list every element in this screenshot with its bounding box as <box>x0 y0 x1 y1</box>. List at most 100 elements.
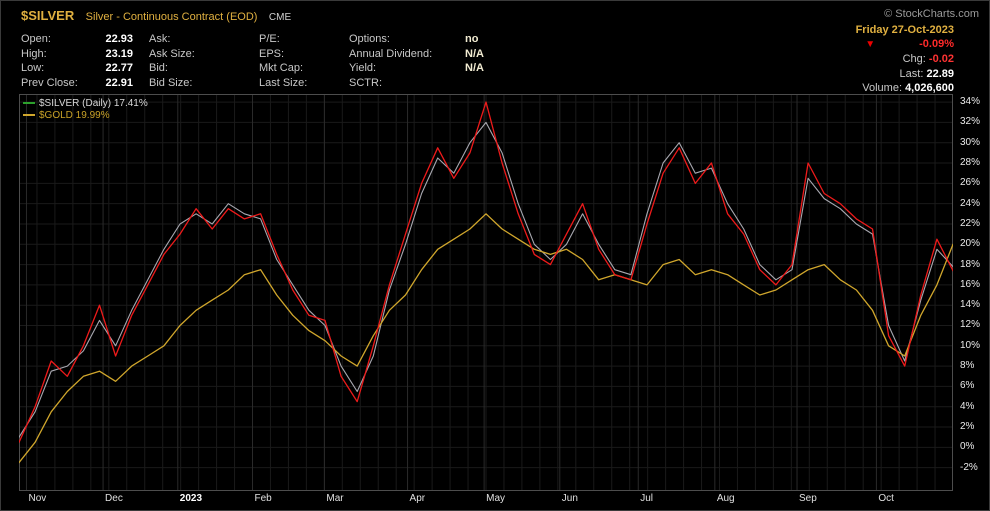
legend-label: $GOLD 19.99% <box>39 109 110 121</box>
high-value: 23.19 <box>105 47 133 60</box>
quote-row-sctr: SCTR: <box>349 76 484 91</box>
quote-row-low: Low: 22.77 <box>21 61 133 76</box>
bid-size-label: Bid Size: <box>149 76 193 89</box>
down-triangle-icon: ▼ <box>865 39 876 51</box>
y-axis-label: -2% <box>960 461 978 473</box>
gold-line-swatch-icon <box>23 114 35 116</box>
pe-label: P/E: <box>259 33 280 45</box>
chart-canvas <box>18 94 954 491</box>
last-size-label: Last Size: <box>259 76 308 89</box>
quote-row-high: High: 23.19 <box>21 47 133 62</box>
x-axis-label: 2023 <box>179 493 203 504</box>
y-axis-label: 32% <box>960 116 981 128</box>
chart-legend: $SILVER (Daily) 17.41% $GOLD 19.99% <box>23 97 148 121</box>
y-axis: 34% 32% 30% 28% 26% 24% 22% 20% 18% 16% 14% 12% 10% 8… <box>958 94 989 491</box>
y-axis-label: 34% <box>960 96 981 108</box>
ask-label: Ask: <box>149 33 171 45</box>
quote-col-misc: Options: no Annual Dividend: N/A Yield: N/A… <box>349 32 484 90</box>
legend-item-gold: $GOLD 19.99% <box>23 109 148 121</box>
chg-row: Chg: -0.02 <box>856 52 954 66</box>
quote-col-prices: Open: 22.93 High: 23.19 Low: 22.77 Prev Clo… <box>21 32 133 90</box>
volume-row: Volume: 4,026,600 <box>856 81 954 95</box>
quote-row-mkt-cap: Mkt Cap: <box>259 61 323 76</box>
quote-row-open: Open: 22.93 <box>21 32 133 47</box>
y-axis-label: 26% <box>960 177 981 189</box>
chart-plot-area[interactable]: $SILVER (Daily) 17.41% $GOLD 19.99% <box>18 94 954 491</box>
options-label: Options: <box>349 33 390 45</box>
quote-summary: Friday 27-Oct-2023 ▼ -0.09% Chg: -0.02 La… <box>856 23 954 95</box>
x-axis-label: Feb <box>254 493 272 504</box>
quote-row-yield: Yield: N/A <box>349 61 484 76</box>
y-axis-label: 30% <box>960 136 981 148</box>
prev-close-value: 22.91 <box>105 76 133 89</box>
x-axis-label: Dec <box>105 493 123 504</box>
high-label: High: <box>21 47 47 60</box>
y-axis-label: 28% <box>960 157 981 169</box>
eps-label: EPS: <box>259 47 285 60</box>
options-value: no <box>465 33 479 45</box>
titlebar: $SILVER Silver - Continuous Contract (EO… <box>21 7 983 23</box>
open-label: Open: <box>21 33 51 45</box>
open-value: 22.93 <box>105 33 133 45</box>
x-axis-label: Mar <box>326 493 344 504</box>
x-axis-label: Oct <box>878 493 894 504</box>
y-axis-label: 20% <box>960 238 981 250</box>
quote-col-bid-ask: Ask: Ask Size: Bid: Bid Size: <box>149 32 211 90</box>
y-axis-label: 24% <box>960 197 981 209</box>
x-axis-label: May <box>486 493 506 504</box>
y-axis-label: 12% <box>960 319 981 331</box>
legend-item-silver: $SILVER (Daily) 17.41% <box>23 97 148 109</box>
silver-line-swatch-icon <box>23 102 35 104</box>
quote-row-annual-dividend: Annual Dividend: N/A <box>349 47 484 62</box>
chg-value: -0.02 <box>928 53 954 66</box>
quote-col-fundamentals: P/E: EPS: Mkt Cap: Last Size: <box>259 32 323 90</box>
quote-row-bid: Bid: <box>149 61 211 76</box>
ask-size-label: Ask Size: <box>149 47 195 60</box>
symbol-label: $SILVER <box>21 8 75 23</box>
x-axis-label: Apr <box>409 493 426 504</box>
volume-value: 4,026,600 <box>905 81 954 94</box>
x-axis-label: Jun <box>561 493 578 504</box>
exchange-label: CME <box>268 12 292 23</box>
y-axis-label: 6% <box>960 380 975 392</box>
y-axis-label: 10% <box>960 339 981 351</box>
y-axis-label: 18% <box>960 258 981 270</box>
x-axis-label: Aug <box>716 493 735 504</box>
y-axis-label: 22% <box>960 217 981 229</box>
quote-row-last-size: Last Size: <box>259 76 323 91</box>
quote-row-ask: Ask: <box>149 32 211 47</box>
prev-close-label: Prev Close: <box>21 76 78 89</box>
quote-row-ask-size: Ask Size: <box>149 47 211 62</box>
quote-row-prev-close: Prev Close: 22.91 <box>21 76 133 91</box>
bid-label: Bid: <box>149 62 168 74</box>
x-axis: Nov Dec 2023 Feb Mar Apr May Jun Jul Aug Sep Oct <box>19 493 953 509</box>
sctr-label: SCTR: <box>349 76 382 89</box>
last-row: Last: 22.89 <box>856 67 954 81</box>
quote-row-eps: EPS: <box>259 47 323 62</box>
last-label: Last: <box>899 67 924 80</box>
yield-label: Yield: <box>349 62 377 74</box>
annual-dividend-label: Annual Dividend: <box>349 47 433 60</box>
quote-row-pe: P/E: <box>259 32 323 47</box>
x-axis-label: Nov <box>28 493 47 504</box>
quote-date: Friday 27-Oct-2023 <box>855 24 954 36</box>
mkt-cap-label: Mkt Cap: <box>259 62 304 74</box>
low-value: 22.77 <box>105 62 133 74</box>
chg-label: Chg: <box>902 53 926 66</box>
yield-value: N/A <box>465 62 484 74</box>
quote-row-options: Options: no <box>349 32 484 47</box>
last-value: 22.89 <box>926 67 954 80</box>
y-axis-label: 8% <box>960 360 975 372</box>
y-axis-label: 16% <box>960 278 981 290</box>
x-axis-label: Sep <box>799 493 817 504</box>
volume-label: Volume: <box>862 81 902 94</box>
x-axis-label: Jul <box>640 493 654 504</box>
pct-change-value: -0.09% <box>919 38 954 51</box>
y-axis-label: 4% <box>960 400 975 412</box>
copyright-link[interactable]: © StockCharts.com <box>884 8 979 20</box>
y-axis-label: 2% <box>960 421 975 433</box>
quote-row-bid-size: Bid Size: <box>149 76 211 91</box>
y-axis-label: 0% <box>960 441 975 453</box>
legend-label: $SILVER (Daily) 17.41% <box>39 97 148 109</box>
